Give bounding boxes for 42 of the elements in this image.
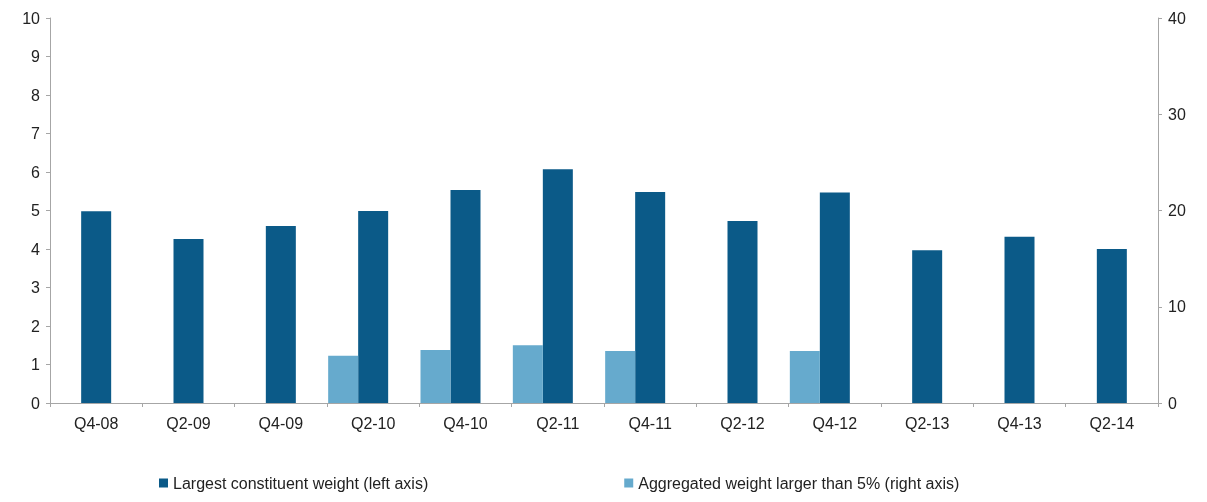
bar (912, 250, 943, 403)
x-tick-label: Q4-11 (628, 414, 672, 432)
bar (819, 192, 850, 403)
x-tick-label: Q2-12 (720, 414, 765, 432)
bar (265, 225, 296, 403)
bar (542, 169, 573, 403)
x-tick-label: Q4-12 (812, 414, 858, 432)
y2-tick-label: 30 (1168, 105, 1186, 123)
y-tick-label: 6 (31, 163, 41, 181)
bar (727, 220, 758, 403)
x-tick-label: Q4-08 (73, 414, 119, 432)
x-tick-label: Q4-10 (443, 414, 488, 432)
y-tick-label: 4 (31, 240, 41, 258)
y-tick-label: 10 (22, 9, 41, 27)
bar (173, 238, 204, 403)
x-tick-label: Q4-09 (258, 414, 304, 432)
y2-tick-label: 0 (1168, 394, 1177, 412)
x-tick-label: Q4-13 (997, 414, 1042, 432)
bar (1004, 236, 1035, 403)
y-tick-label: 7 (31, 125, 41, 142)
x-tick-label: Q2-11 (536, 414, 580, 432)
y-tick-label: 2 (31, 317, 41, 335)
y-tick-label: 5 (31, 202, 41, 219)
x-tick-label: Q2-14 (1089, 414, 1135, 432)
y2-tick-label: 40 (1168, 9, 1186, 27)
bar (1096, 249, 1127, 403)
y-tick-label: 0 (31, 394, 41, 412)
y-tick-label: 3 (31, 279, 41, 296)
bar (635, 192, 666, 403)
y2-tick-label: 20 (1168, 202, 1186, 219)
x-tick-label: Q2-13 (904, 414, 950, 432)
y2-tick-label: 10 (1168, 298, 1186, 316)
legend-label: Aggregated weight larger than 5% (right axis) (638, 474, 960, 492)
y-tick-label: 1 (31, 356, 41, 373)
y-tick-label: 9 (31, 48, 41, 65)
x-tick-label: Q2-09 (166, 414, 211, 432)
bar (358, 210, 389, 403)
legend-label: Largest constituent weight (left axis) (173, 474, 429, 492)
bar (81, 211, 112, 403)
bar (450, 190, 481, 403)
x-tick-label: Q2-10 (350, 414, 396, 432)
y-tick-label: 8 (31, 86, 41, 104)
